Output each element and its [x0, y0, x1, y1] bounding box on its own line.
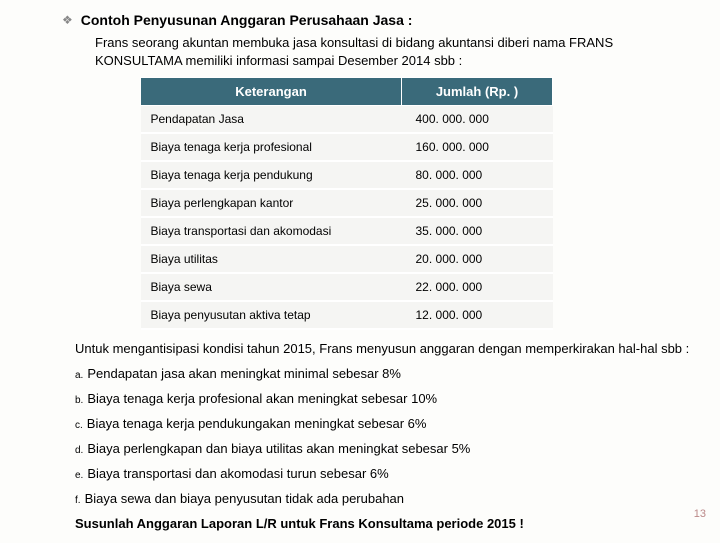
title-row: ❖ Contoh Penyusunan Anggaran Perusahaan … — [62, 12, 690, 28]
table-row: Biaya utilitas20. 000. 000 — [141, 245, 553, 273]
list-text: Pendapatan jasa akan meningkat minimal s… — [87, 366, 401, 381]
table-row: Biaya penyusutan aktiva tetap12. 000. 00… — [141, 301, 553, 329]
cell-amt: 35. 000. 000 — [402, 217, 553, 245]
intro-paragraph: Frans seorang akuntan membuka jasa konsu… — [95, 34, 690, 69]
cell-desc: Biaya sewa — [141, 273, 402, 301]
list-item: f. Biaya sewa dan biaya penyusutan tidak … — [75, 491, 690, 506]
list-item: b. Biaya tenaga kerja profesional akan me… — [75, 391, 690, 406]
slide-content: ❖ Contoh Penyusunan Anggaran Perusahaan … — [0, 0, 720, 543]
list-text: Biaya tenaga kerja pendukungakan meningk… — [87, 416, 427, 431]
table-header-row: Keterangan Jumlah (Rp. ) — [141, 78, 553, 106]
col-header-keterangan: Keterangan — [141, 78, 402, 106]
cell-desc: Biaya perlengkapan kantor — [141, 189, 402, 217]
table-row: Pendapatan Jasa400. 000. 000 — [141, 106, 553, 134]
list-item: c. Biaya tenaga kerja pendukungakan menin… — [75, 416, 690, 431]
list-text: Biaya sewa dan biaya penyusutan tidak ad… — [85, 491, 404, 506]
assumptions-intro: Untuk mengantisipasi kondisi tahun 2015,… — [75, 340, 690, 358]
budget-table: Keterangan Jumlah (Rp. ) Pendapatan Jasa… — [140, 77, 553, 330]
cell-amt: 22. 000. 000 — [402, 273, 553, 301]
list-marker: f. — [75, 495, 81, 506]
list-marker: b. — [75, 395, 83, 406]
cell-amt: 80. 000. 000 — [402, 161, 553, 189]
list-text: Biaya transportasi dan akomodasi turun s… — [87, 466, 388, 481]
cell-desc: Pendapatan Jasa — [141, 106, 402, 134]
list-item: a. Pendapatan jasa akan meningkat minimal… — [75, 366, 690, 381]
cell-amt: 25. 000. 000 — [402, 189, 553, 217]
list-marker: e. — [75, 470, 83, 481]
cell-desc: Biaya tenaga kerja profesional — [141, 133, 402, 161]
cell-desc: Biaya transportasi dan akomodasi — [141, 217, 402, 245]
cell-amt: 160. 000. 000 — [402, 133, 553, 161]
list-text: Biaya tenaga kerja profesional akan meni… — [87, 391, 437, 406]
slide-title: Contoh Penyusunan Anggaran Perusahaan Ja… — [81, 12, 413, 28]
page-number: 13 — [694, 508, 706, 520]
list-marker: d. — [75, 445, 83, 456]
cell-amt: 400. 000. 000 — [402, 106, 553, 134]
list-item: e. Biaya transportasi dan akomodasi turun… — [75, 466, 690, 481]
list-item: d. Biaya perlengkapan dan biaya utilitas … — [75, 441, 690, 456]
list-marker: a. — [75, 370, 83, 381]
list-marker: c. — [75, 420, 83, 431]
col-header-jumlah: Jumlah (Rp. ) — [402, 78, 553, 106]
diamond-bullet-icon: ❖ — [62, 13, 73, 27]
table-row: Biaya sewa22. 000. 000 — [141, 273, 553, 301]
cell-desc: Biaya penyusutan aktiva tetap — [141, 301, 402, 329]
closing-instruction: Susunlah Anggaran Laporan L/R untuk Fran… — [75, 516, 690, 531]
table-row: Biaya transportasi dan akomodasi35. 000.… — [141, 217, 553, 245]
table-row: Biaya tenaga kerja profesional160. 000. … — [141, 133, 553, 161]
cell-desc: Biaya utilitas — [141, 245, 402, 273]
cell-amt: 20. 000. 000 — [402, 245, 553, 273]
cell-amt: 12. 000. 000 — [402, 301, 553, 329]
table-row: Biaya tenaga kerja pendukung80. 000. 000 — [141, 161, 553, 189]
cell-desc: Biaya tenaga kerja pendukung — [141, 161, 402, 189]
list-text: Biaya perlengkapan dan biaya utilitas ak… — [87, 441, 470, 456]
table-row: Biaya perlengkapan kantor25. 000. 000 — [141, 189, 553, 217]
